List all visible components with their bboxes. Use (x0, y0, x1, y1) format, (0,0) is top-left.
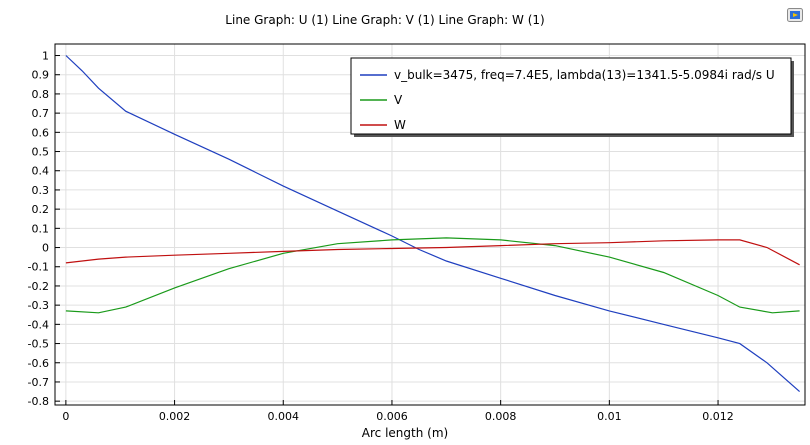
x-tick-label: 0 (62, 410, 69, 423)
series-line-w (65, 239, 800, 266)
legend-label-v: V (394, 93, 403, 107)
y-tick-label: -0.3 (28, 299, 49, 312)
y-tick-label: -0.2 (28, 280, 49, 293)
series-line-v (65, 237, 800, 314)
y-tick-label: 0.1 (32, 222, 50, 235)
legend: v_bulk=3475, freq=7.4E5, lambda(13)=1341… (350, 57, 794, 137)
y-tick-label: -0.7 (28, 376, 49, 389)
legend-label-w: W (394, 118, 406, 132)
y-tick-label: -0.8 (28, 395, 49, 408)
y-tick-label: 0.5 (32, 146, 50, 159)
x-tick-label: 0.002 (159, 410, 191, 423)
series-line-u (65, 55, 800, 393)
y-tick-label: -0.4 (28, 318, 49, 331)
plot-frame (54, 43, 806, 406)
y-tick-label: 0.3 (32, 184, 50, 197)
x-axis-label: Arc length (m) (362, 426, 448, 440)
y-tick-label: 1 (42, 50, 49, 63)
y-tick-label: 0.6 (32, 126, 50, 139)
series-lines (65, 55, 800, 393)
y-tick-label: 0 (42, 242, 49, 255)
y-tick-label: 0.7 (32, 107, 50, 120)
y-tick-label: 0.8 (32, 88, 50, 101)
y-tick-label: 0.4 (32, 165, 50, 178)
image-export-icon[interactable] (787, 8, 803, 22)
y-tick-label: -0.6 (28, 357, 49, 370)
y-tick-label: 0.9 (32, 69, 50, 82)
plot-title: Line Graph: U (1) Line Graph: V (1) Line… (225, 13, 545, 27)
x-tick-label: 0.008 (485, 410, 517, 423)
y-tick-label: -0.5 (28, 338, 49, 351)
x-tick-label: 0.006 (376, 410, 408, 423)
y-tick-label: -0.1 (28, 261, 49, 274)
x-tick-label: 0.01 (597, 410, 622, 423)
y-tick-label: 0.2 (32, 203, 50, 216)
x-tick-label: 0.012 (702, 410, 734, 423)
legend-label-u: v_bulk=3475, freq=7.4E5, lambda(13)=1341… (394, 68, 775, 82)
axis-ticks: 0 0.002 0.004 0.006 0.008 0.01 0.012 1 0.9 0.8 0.7… (28, 50, 734, 423)
x-tick-label: 0.004 (268, 410, 300, 423)
